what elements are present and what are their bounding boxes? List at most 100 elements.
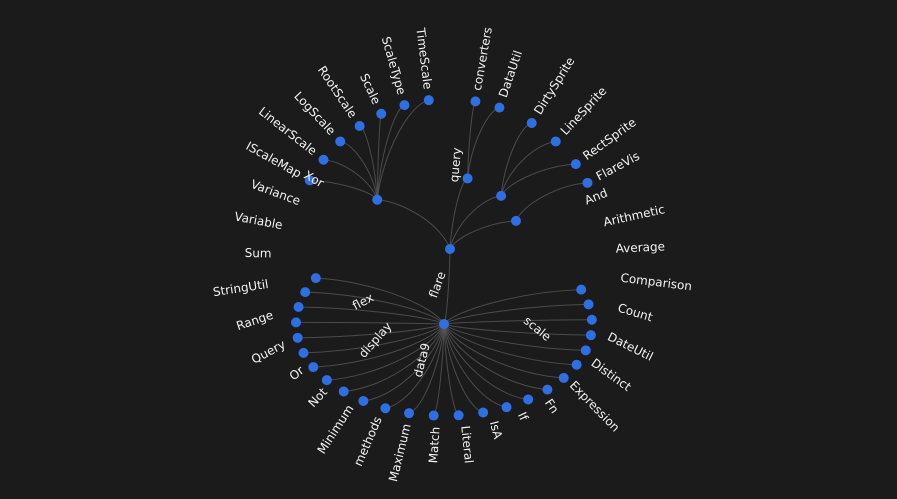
- node-fn[interactable]: Fn: [523, 394, 562, 416]
- node-literal[interactable]: Literal: [453, 410, 476, 464]
- node-dot[interactable]: [292, 332, 303, 343]
- node-dot[interactable]: [510, 215, 521, 226]
- node-stringutil[interactable]: StringUtil: [212, 277, 303, 343]
- node-dot[interactable]: [318, 154, 329, 165]
- node-variable[interactable]: Variable: [233, 209, 304, 313]
- node-dot[interactable]: [585, 330, 596, 341]
- node-dot[interactable]: [321, 375, 332, 386]
- link-query-sum: [296, 321, 445, 325]
- node-dot[interactable]: [338, 386, 349, 397]
- node-dot[interactable]: [462, 173, 473, 184]
- node-flare[interactable]: flare: [426, 244, 455, 300]
- node-label: DirtySprite: [531, 55, 577, 117]
- node-maximum[interactable]: Maximum: [386, 408, 415, 483]
- node-label: FlareVis: [594, 149, 642, 184]
- node-dot[interactable]: [399, 100, 410, 111]
- node-methods[interactable]: methods: [351, 403, 391, 468]
- node-dot[interactable]: [583, 299, 594, 310]
- node-dot[interactable]: [335, 136, 346, 147]
- node-dot[interactable]: [496, 190, 507, 201]
- node-label: converters: [470, 26, 495, 92]
- node-isa[interactable]: IsA: [478, 407, 505, 441]
- node-dot[interactable]: [291, 317, 302, 328]
- link-query-fn: [443, 323, 529, 400]
- node-dot[interactable]: [372, 194, 383, 205]
- node-dot[interactable]: [542, 384, 553, 395]
- node-timescale[interactable]: TimeScale: [413, 26, 435, 106]
- node-label: Or: [287, 363, 307, 383]
- link-query-dateutil: [443, 323, 577, 366]
- node-label: flare: [426, 270, 448, 300]
- node-dot[interactable]: [501, 402, 512, 413]
- node-match[interactable]: Match: [426, 410, 443, 464]
- node-sum[interactable]: Sum: [245, 246, 302, 328]
- node-dot[interactable]: [300, 287, 311, 298]
- node-xor[interactable]: Xor: [302, 168, 327, 284]
- node-label: And: [583, 186, 610, 208]
- node-label: Maximum: [386, 422, 414, 483]
- node-dot[interactable]: [494, 102, 505, 113]
- node-dot[interactable]: [310, 273, 321, 284]
- link-query-methods: [385, 323, 445, 409]
- node-dot[interactable]: [304, 175, 315, 186]
- link-query-count: [443, 323, 586, 351]
- link-query-comparison: [443, 323, 591, 336]
- node-dot[interactable]: [358, 395, 369, 406]
- node-or[interactable]: Or: [287, 363, 332, 386]
- node-dot[interactable]: [576, 284, 587, 295]
- link-query-maximum: [408, 323, 445, 414]
- node-dot[interactable]: [293, 302, 304, 313]
- node-scale[interactable]: scale: [372, 194, 554, 344]
- node-dot[interactable]: [308, 362, 319, 373]
- node-label: Sum: [245, 246, 272, 260]
- node-dot[interactable]: [376, 108, 387, 119]
- node-dot[interactable]: [586, 314, 597, 325]
- link-flare-query: [443, 248, 451, 325]
- node-scale[interactable]: Scale: [357, 71, 387, 119]
- node-dot[interactable]: [550, 136, 561, 147]
- node-label: Distinct: [589, 356, 634, 394]
- node-datautil[interactable]: DataUtil: [494, 49, 525, 113]
- link-data9-datautil: [467, 107, 500, 179]
- node-query[interactable]: query: [439, 147, 464, 329]
- node-dot[interactable]: [570, 159, 581, 170]
- link-query-query: [313, 323, 445, 368]
- node-dot[interactable]: [558, 372, 569, 383]
- node-average[interactable]: Average: [586, 239, 665, 325]
- node-dot[interactable]: [470, 96, 481, 107]
- node-dot[interactable]: [580, 345, 591, 356]
- node-dot[interactable]: [526, 118, 537, 129]
- link-flare-data9: [449, 177, 468, 250]
- node-label: Query: [249, 337, 288, 366]
- node-label: Expression: [567, 378, 623, 434]
- node-dot[interactable]: [445, 244, 455, 254]
- node-dot[interactable]: [354, 121, 365, 132]
- node-dot[interactable]: [582, 177, 593, 188]
- node-label: query: [447, 147, 464, 183]
- node-dot[interactable]: [478, 407, 489, 418]
- link-scale-linearscale: [323, 159, 378, 200]
- node-label: scale: [521, 313, 554, 343]
- node-label: Xor: [302, 168, 327, 190]
- node-label: Count: [616, 301, 654, 325]
- node-dot[interactable]: [428, 410, 439, 421]
- node-and[interactable]: And: [576, 186, 610, 295]
- node-dot[interactable]: [404, 408, 415, 419]
- node-dot[interactable]: [298, 347, 309, 358]
- node-dot[interactable]: [380, 403, 391, 414]
- node-converters[interactable]: converters: [470, 26, 495, 107]
- node-dot[interactable]: [439, 319, 449, 329]
- link-query-variable: [298, 306, 445, 325]
- node-arithmetic[interactable]: Arithmetic: [583, 202, 667, 310]
- link-flare-display: [449, 195, 502, 250]
- link-scale-scaletype: [376, 104, 405, 200]
- node-if[interactable]: If: [501, 402, 532, 424]
- node-label: Literal: [458, 425, 476, 464]
- node-dot[interactable]: [523, 394, 534, 405]
- node-dot[interactable]: [453, 410, 464, 421]
- node-label: Match: [426, 426, 443, 464]
- node-dot[interactable]: [423, 95, 434, 106]
- node-label: Comparison: [620, 271, 693, 294]
- node-dot[interactable]: [571, 359, 582, 370]
- node-label: ScaleType: [379, 35, 409, 96]
